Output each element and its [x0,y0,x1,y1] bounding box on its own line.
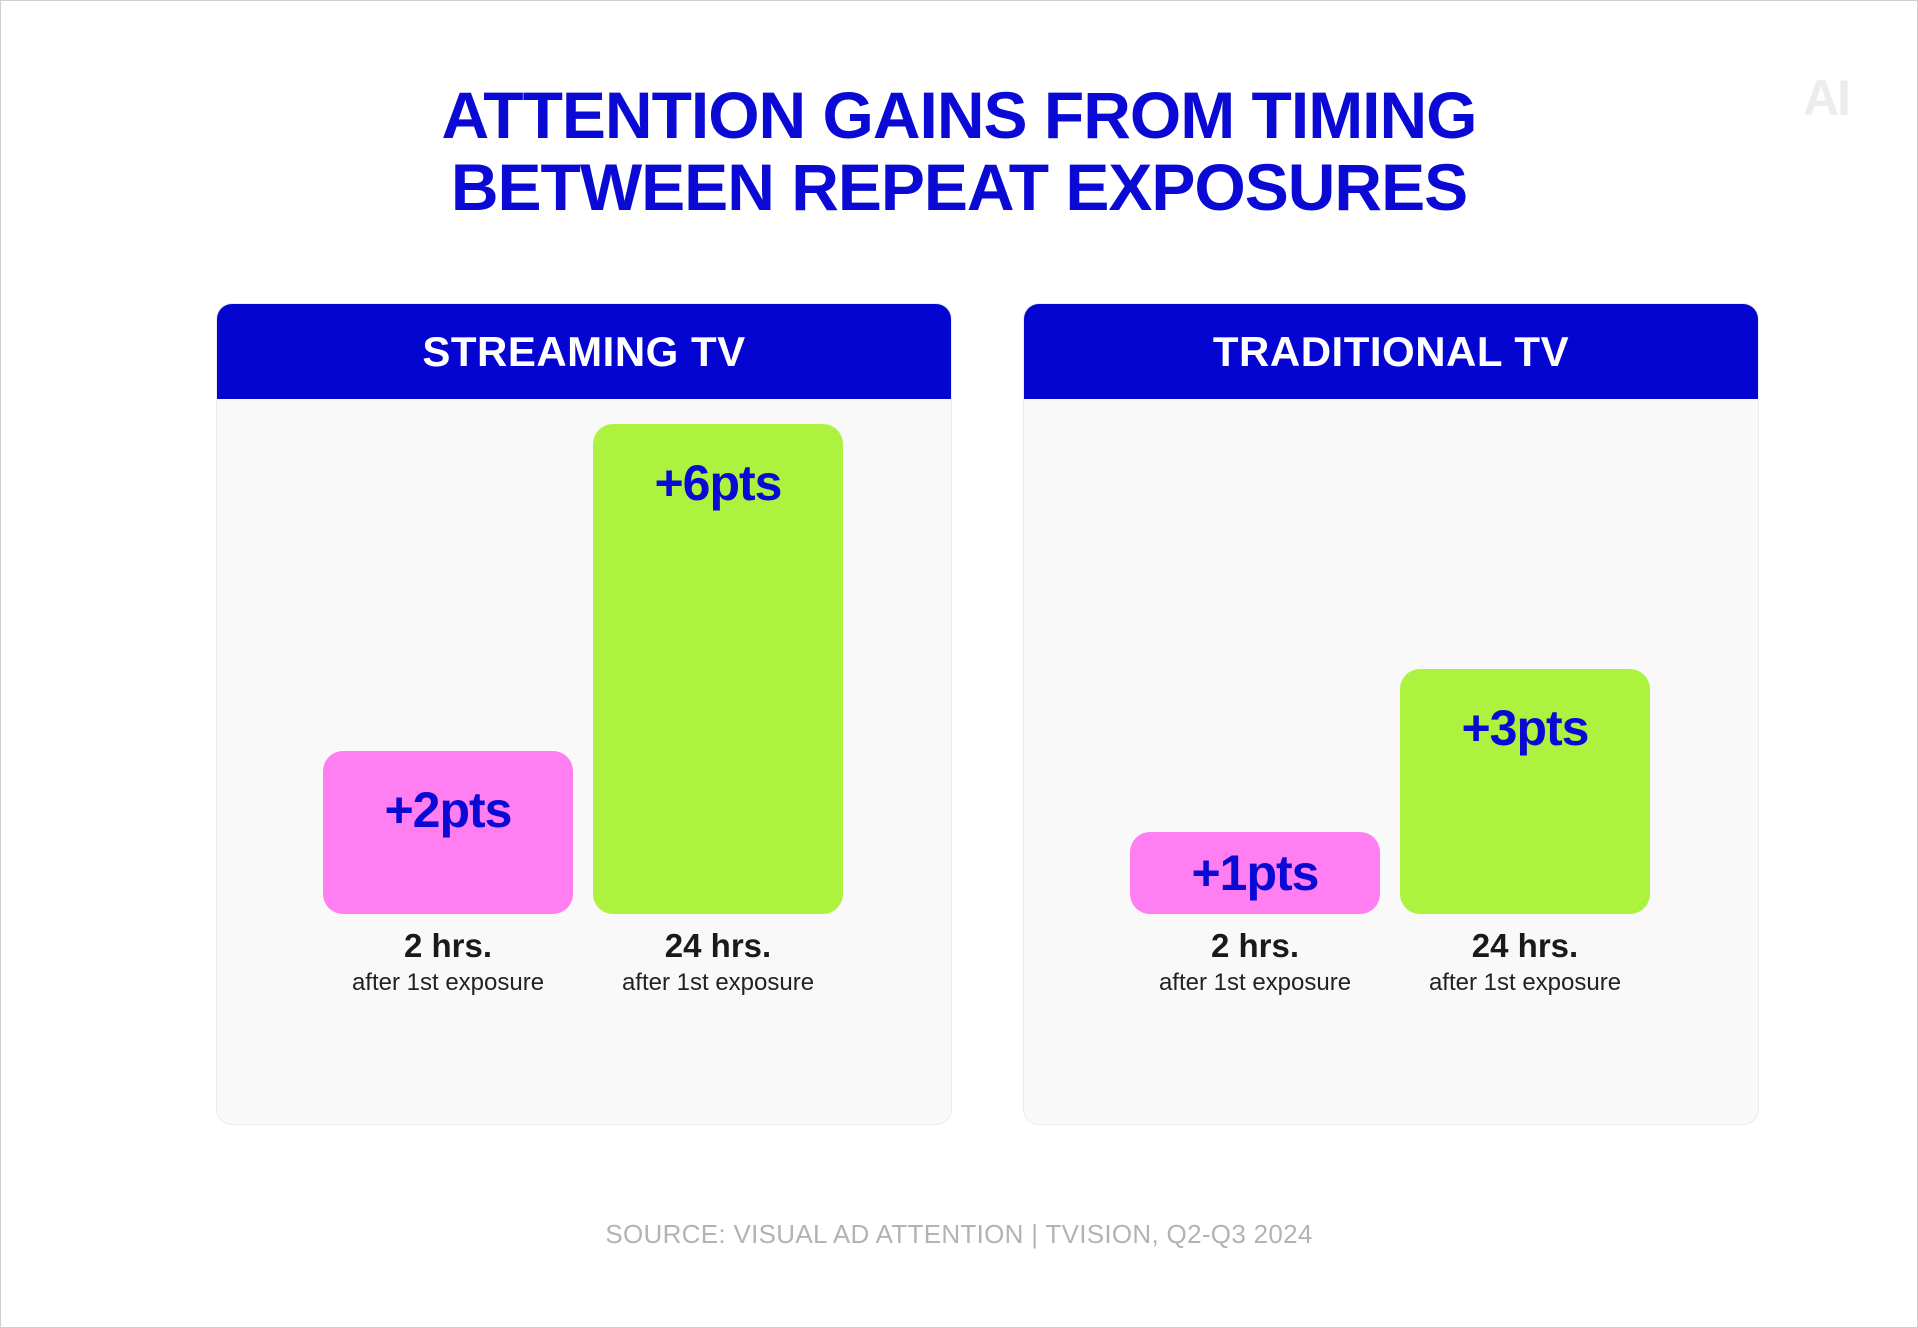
category-name: 2 hrs. [1210,927,1300,964]
category-label: 24 hrs. after 1st exposure [1375,926,1675,1000]
category-label: 2 hrs. after 1st exposure [298,926,598,1000]
bar-value-label: +3pts [1461,700,1589,756]
category-name: 2 hrs. [403,927,493,964]
bar-value-label: +1pts [1191,845,1319,901]
brand-logo: AI [1803,70,1851,126]
category-name: 24 hrs. [1471,927,1579,964]
panel-title: TRADITIONAL TV [1024,304,1758,399]
title-line-1: ATTENTION GAINS FROM TIMING [441,78,1477,152]
title-line-2: BETWEEN REPEAT EXPOSURES [450,150,1468,224]
category-note: after 1st exposure [1158,969,1352,996]
bar-1: +3pts [1400,669,1650,914]
category-note: after 1st exposure [351,969,545,996]
chart-panel-streaming: STREAMING TV +2pts 2 hrs. after 1st exposu… [216,303,952,1125]
bar-1: +6pts [593,424,843,914]
bar-value-label: +2pts [384,782,512,838]
category-label: 2 hrs. after 1st exposure [1105,926,1405,1000]
category-note: after 1st exposure [621,969,815,996]
bar-value-label: +6pts [654,455,782,511]
panel-title: STREAMING TV [217,304,951,399]
bar-0: +2pts [323,751,573,914]
chart-panel-traditional: TRADITIONAL TV +1pts 2 hrs. after 1st expo… [1023,303,1759,1125]
category-label: 24 hrs. after 1st exposure [568,926,868,1000]
page-title: ATTENTION GAINS FROM TIMING BETWEEN REPE… [1,79,1917,223]
bar-0: +1pts [1130,832,1380,914]
category-note: after 1st exposure [1428,969,1622,996]
category-name: 24 hrs. [664,927,772,964]
source-note: SOURCE: VISUAL AD ATTENTION | TVISION, Q… [605,1219,1313,1249]
